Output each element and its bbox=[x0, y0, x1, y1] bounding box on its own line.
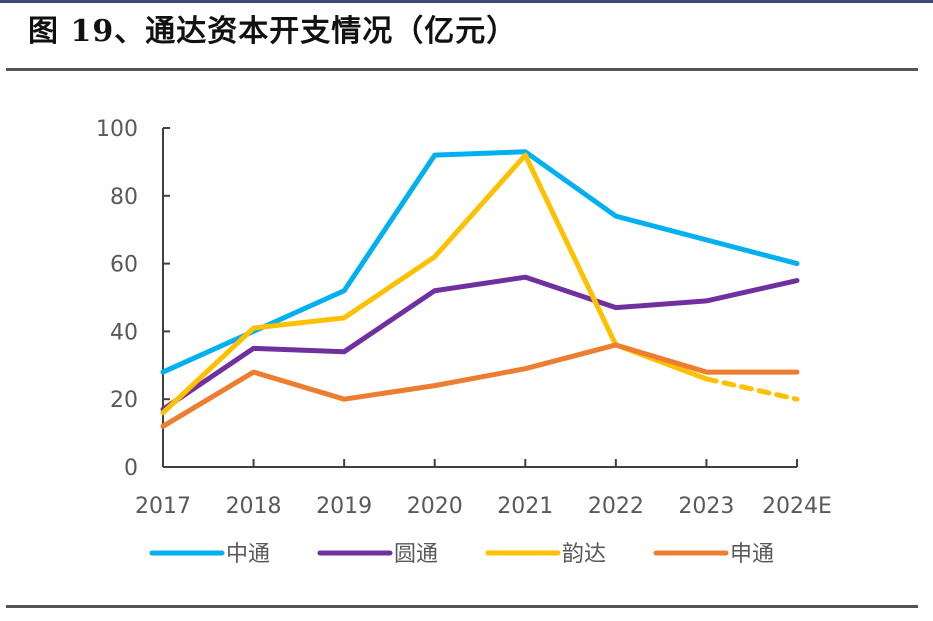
legend-item: 圆通 bbox=[317, 542, 438, 567]
figure-title: 图 19、通达资本开支情况（亿元） bbox=[28, 14, 518, 49]
legend-item: 中通 bbox=[149, 542, 270, 567]
x-tick-label: 2024E bbox=[762, 494, 832, 519]
legend-label: 申通 bbox=[730, 542, 774, 567]
series-0 bbox=[160, 149, 800, 375]
y-tick-label: 0 bbox=[124, 456, 138, 481]
series-3 bbox=[160, 342, 800, 429]
series-1 bbox=[160, 274, 800, 412]
y-tick-label: 100 bbox=[96, 117, 138, 142]
x-tick-label: 2022 bbox=[588, 494, 644, 519]
legend-label: 圆通 bbox=[394, 542, 438, 567]
legend: 中通 圆通 韵达 申通 bbox=[149, 542, 774, 567]
legend-label: 中通 bbox=[226, 542, 270, 567]
y-tick-label: 60 bbox=[110, 253, 138, 278]
axes: 0 20 40 60 80 100 2017 2018 2019 2020 2021 2022 2023… bbox=[96, 117, 832, 519]
bottom-divider bbox=[6, 605, 918, 608]
x-tick-label: 2017 bbox=[135, 494, 191, 519]
series-line bbox=[160, 274, 800, 412]
series-group bbox=[160, 149, 800, 429]
x-tick-label: 2019 bbox=[316, 494, 372, 519]
top-border bbox=[0, 0, 933, 3]
x-tick-label: 2020 bbox=[407, 494, 463, 519]
y-tick-label: 80 bbox=[110, 185, 138, 210]
legend-item: 申通 bbox=[653, 542, 774, 567]
series-line bbox=[160, 152, 709, 416]
legend-label: 韵达 bbox=[562, 542, 606, 567]
legend-item: 韵达 bbox=[485, 542, 606, 567]
series-line bbox=[160, 342, 800, 429]
title-divider bbox=[6, 68, 918, 71]
series-line-forecast bbox=[703, 376, 800, 402]
x-tick-label: 2018 bbox=[226, 494, 282, 519]
y-tick-label: 20 bbox=[110, 388, 138, 413]
y-tick-label: 40 bbox=[110, 320, 138, 345]
x-tick-label: 2021 bbox=[497, 494, 553, 519]
x-tick-label: 2023 bbox=[678, 494, 734, 519]
series-line bbox=[160, 149, 800, 375]
